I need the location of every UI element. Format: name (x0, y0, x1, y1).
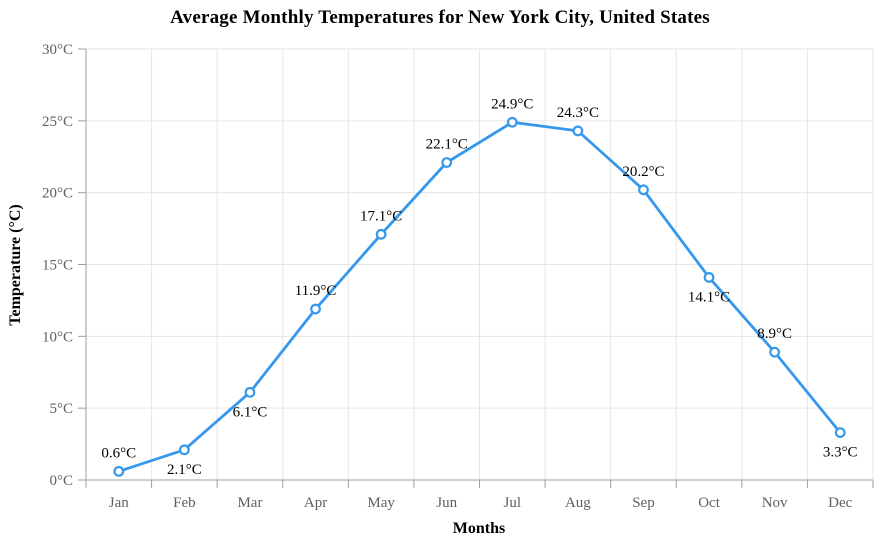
data-point-dec[interactable] (834, 427, 846, 438)
y-tick-labels: 0°C 5°C 10°C 15°C 20°C 25°C 30°C (42, 42, 73, 489)
data-label-sep: 20.2°C (622, 164, 664, 180)
x-tick-label-sep: Sep (632, 495, 655, 511)
data-label-oct: 14.1°C (688, 289, 730, 305)
y-tick-label: 30°C (42, 42, 73, 58)
chart-generated-root: 0°C 5°C 10°C 15°C 20°C 25°C 30°C Jan Feb Mar Apr Ma… (42, 42, 874, 511)
temperature-series-line (117, 120, 842, 473)
data-point-mar[interactable] (244, 386, 256, 398)
x-tick-labels: Jan Feb Mar Apr May Jun Jul Aug Sep Oct Nov Dec (109, 495, 853, 511)
gridlines (86, 48, 874, 480)
data-point-sep[interactable] (638, 184, 649, 196)
y-tick-label: 15°C (42, 258, 73, 274)
data-point-oct[interactable] (703, 272, 715, 283)
x-tick-label-mar: Mar (237, 495, 262, 511)
x-tick-label-apr: Apr (304, 495, 327, 511)
data-point-jan[interactable] (113, 465, 125, 477)
data-label-jun: 22.1°C (426, 136, 468, 152)
data-label-dec: 3.3°C (823, 445, 858, 461)
axes (78, 48, 874, 488)
data-point-apr[interactable] (310, 303, 321, 315)
data-label-mar: 6.1°C (233, 404, 268, 420)
data-point-jun[interactable] (441, 157, 453, 168)
data-point-aug[interactable] (572, 125, 584, 137)
y-tick-label: 25°C (42, 114, 73, 130)
chart-title: Average Monthly Temperatures for New Yor… (170, 7, 710, 28)
data-label-aug: 24.3°C (557, 105, 599, 121)
x-tick-label-jun: Jun (436, 495, 457, 511)
x-tick-label-aug: Aug (565, 495, 591, 511)
x-tick-label-may: May (367, 495, 395, 511)
data-label-apr: 11.9°C (295, 283, 337, 299)
data-label-may: 17.1°C (360, 208, 402, 224)
y-tick-label: 0°C (49, 473, 73, 489)
data-points (113, 116, 846, 477)
x-axis-title: Months (453, 520, 505, 537)
data-labels: 0.6°C 2.1°C 6.1°C 11.9°C 17.1°C 22.1°C 24.9°C 2… (101, 96, 857, 478)
x-tick-label-oct: Oct (698, 495, 720, 511)
data-point-jul[interactable] (506, 116, 518, 128)
data-point-may[interactable] (375, 228, 387, 240)
data-point-feb[interactable] (178, 444, 190, 456)
y-tick-label: 20°C (42, 186, 73, 202)
x-tick-label-feb: Feb (173, 495, 196, 511)
x-tick-label-dec: Dec (828, 495, 852, 511)
data-point-nov[interactable] (769, 346, 781, 358)
y-tick-label: 5°C (49, 401, 73, 417)
data-label-jan: 0.6°C (101, 445, 136, 461)
y-axis-title: Temperature (°C) (7, 204, 24, 325)
data-label-jul: 24.9°C (491, 96, 533, 112)
x-tick-label-jan: Jan (109, 495, 129, 511)
data-label-feb: 2.1°C (167, 462, 202, 478)
x-tick-label-nov: Nov (762, 495, 788, 511)
data-label-nov: 8.9°C (757, 326, 792, 342)
x-tick-label-jul: Jul (504, 495, 522, 511)
y-tick-label: 10°C (42, 329, 73, 345)
